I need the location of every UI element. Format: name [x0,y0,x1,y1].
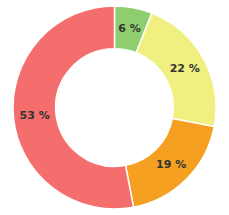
slices [13,6,216,209]
chart: 6 % 22 % 19 % 53 % [0,0,229,215]
data-label: 22 % [170,62,200,75]
data-label: 6 % [118,22,141,35]
slice [13,6,134,209]
slice [126,119,215,208]
data-label: 53 % [20,109,50,122]
data-labels: 6 % 22 % 19 % 53 % [20,22,200,170]
data-label: 19 % [156,158,186,171]
slice [136,13,216,126]
